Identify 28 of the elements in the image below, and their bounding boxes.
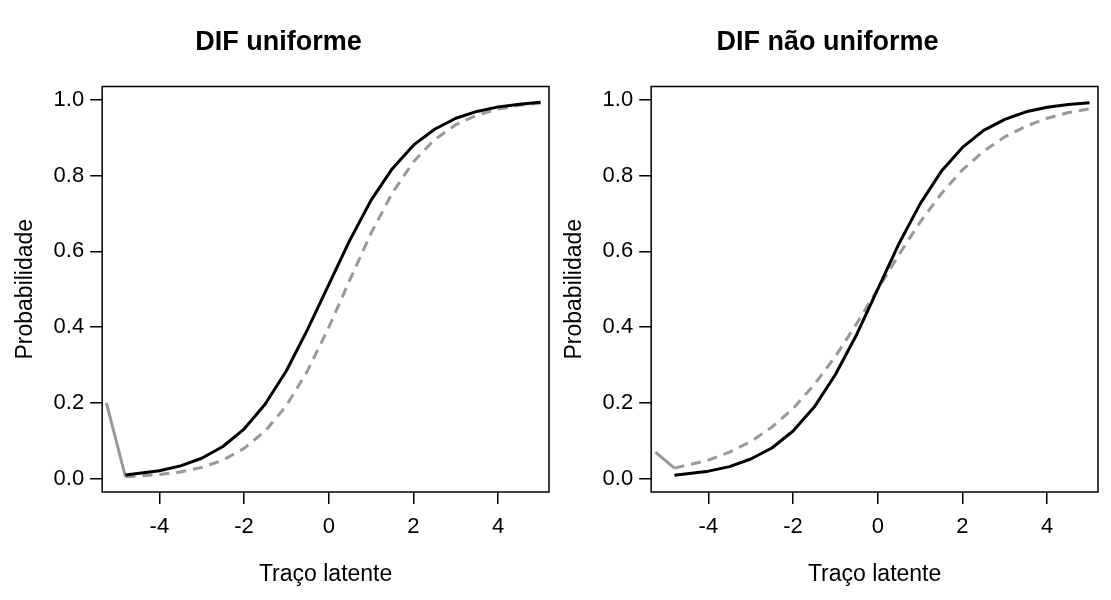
x-tick-label: -4 xyxy=(149,513,170,539)
y-tick-label: 1.0 xyxy=(53,85,85,111)
y-tick-label: 0.4 xyxy=(53,313,85,339)
x-tick-label: -2 xyxy=(783,513,803,539)
y-tick-label: 0.2 xyxy=(53,388,85,414)
y-tick-label: 0.8 xyxy=(602,161,634,187)
y-tick-label: 0.2 xyxy=(602,388,634,414)
y-axis-title: Probabilidade xyxy=(11,218,38,360)
x-tick-label: 2 xyxy=(956,513,969,539)
y-tick-label: 0.0 xyxy=(53,464,85,490)
x-axis-title: Traço latente xyxy=(258,559,393,586)
chart-title: DIF não uniforme xyxy=(716,25,939,56)
chart-title: DIF uniforme xyxy=(195,25,362,56)
y-tick-label: 0.6 xyxy=(602,237,634,263)
x-tick-label: -2 xyxy=(234,513,254,539)
x-tick-label: 0 xyxy=(871,513,884,539)
x-tick-label: 2 xyxy=(407,513,420,539)
y-tick-label: 0.6 xyxy=(53,237,85,263)
x-axis-title: Traço latente xyxy=(807,559,942,586)
y-tick-label: 1.0 xyxy=(602,85,634,111)
y-tick-label: 0.0 xyxy=(602,464,634,490)
y-tick-label: 0.8 xyxy=(53,161,85,187)
y-tick-label: 0.4 xyxy=(602,313,634,339)
x-tick-label: -4 xyxy=(698,513,719,539)
x-tick-label: 4 xyxy=(492,513,505,539)
x-tick-label: 0 xyxy=(322,513,335,539)
y-axis-title: Probabilidade xyxy=(560,218,587,360)
x-tick-label: 4 xyxy=(1041,513,1054,539)
